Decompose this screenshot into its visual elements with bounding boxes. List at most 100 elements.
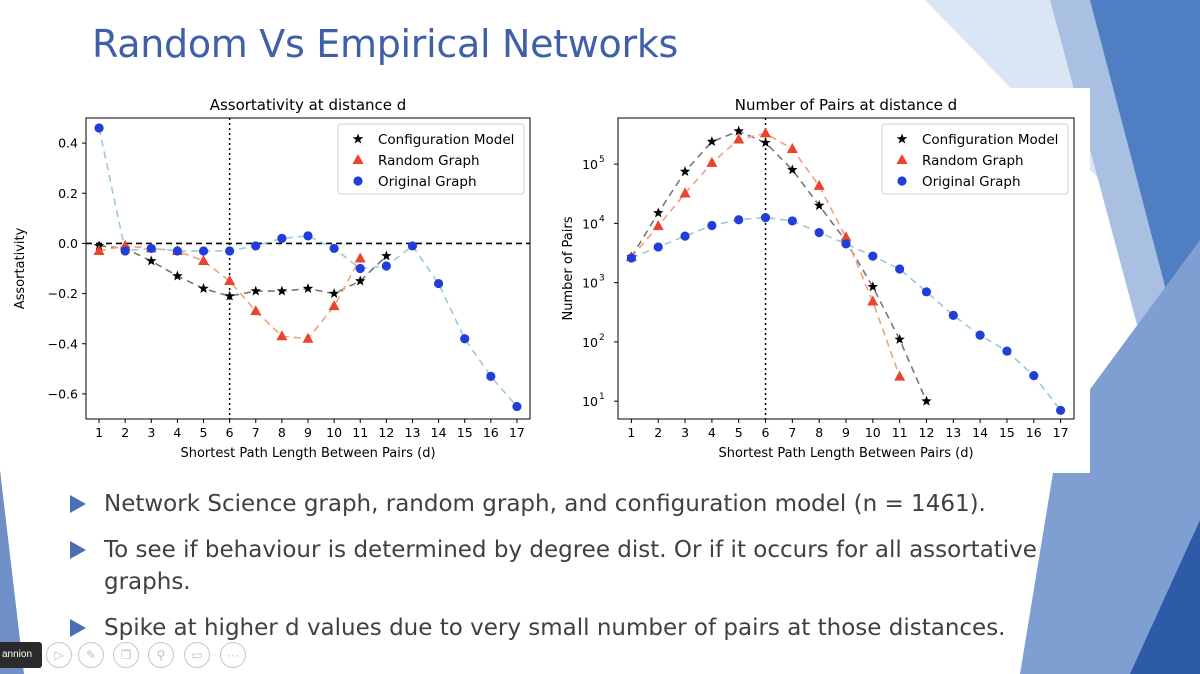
data-point-triangle — [224, 275, 236, 286]
data-point-circle — [381, 261, 391, 271]
y-tick-exponent: 5 — [599, 155, 605, 165]
legend-label: Original Graph — [378, 174, 477, 190]
legend-marker-triangle — [352, 154, 364, 164]
y-tick-label: 10 — [582, 157, 598, 172]
bullet-text: Spike at higher d values due to very sma… — [104, 615, 1006, 641]
data-point-star — [867, 281, 879, 292]
data-point-circle — [653, 242, 663, 252]
bullet-arrow-icon — [70, 541, 86, 559]
legend-marker-star — [352, 133, 364, 144]
y-axis-label: Assortativity — [13, 227, 28, 309]
legend-box — [881, 123, 1069, 195]
data-point-triangle — [786, 142, 798, 153]
data-point-star — [813, 200, 825, 210]
play-icon[interactable]: ▷ — [46, 642, 72, 668]
data-point-circle — [251, 241, 261, 251]
data-point-circle — [277, 233, 287, 243]
data-point-circle — [707, 220, 717, 231]
data-point-triangle — [840, 231, 852, 242]
x-tick-label: 10 — [326, 425, 342, 440]
data-point-star — [787, 164, 798, 175]
x-tick-label: 14 — [431, 425, 447, 440]
more-icon[interactable]: ··· — [220, 642, 246, 668]
legend-label: Random Graph — [378, 153, 480, 169]
x-tick-label: 3 — [681, 425, 689, 440]
data-point-star — [355, 275, 366, 286]
data-point-circle — [948, 310, 958, 320]
data-point-circle — [172, 246, 183, 256]
x-tick-label: 17 — [1053, 425, 1069, 440]
y-tick-exponent: 1 — [599, 392, 605, 402]
x-tick-label: 16 — [1026, 425, 1042, 440]
x-tick-label: 6 — [762, 425, 770, 440]
y-tick-label: −0.4 — [48, 336, 78, 351]
legend-label: Configuration Model — [378, 132, 514, 148]
pen-icon[interactable]: ✎ — [78, 642, 104, 668]
y-tick-base: 10 — [582, 276, 598, 291]
bullet-arrow-icon — [70, 495, 86, 513]
series-line-0 — [99, 245, 387, 297]
x-tick-label: 12 — [919, 425, 935, 440]
data-point-circle — [868, 251, 878, 261]
x-tick-label: 5 — [200, 425, 208, 440]
series-line-1 — [98, 245, 361, 340]
data-point-circle — [895, 264, 905, 274]
x-tick-label: 13 — [405, 425, 421, 440]
data-point-triangle — [250, 305, 262, 316]
data-point-star — [276, 285, 288, 296]
chart-title: Assortativity at distance d — [210, 96, 407, 114]
legend-label: Random Graph — [922, 153, 1024, 169]
data-point-star — [146, 255, 157, 266]
x-axis-label: Shortest Path Length Between Pairs (d) — [180, 446, 435, 461]
slide-title: Random Vs Empirical Networks — [92, 22, 679, 66]
data-point-circle — [1055, 405, 1066, 415]
data-point-star — [679, 166, 691, 176]
assortativity-chart: Assortativity at distance d 1 2 3 4 5 6 7 8 9 10 11… — [8, 88, 553, 473]
data-point-triangle — [93, 244, 105, 255]
data-point-star — [328, 288, 340, 299]
series-line-2 — [631, 216, 1062, 411]
data-point-circle — [841, 239, 851, 249]
data-point-triangle — [894, 370, 906, 381]
data-point-circle — [1029, 370, 1039, 381]
x-tick-label: 12 — [378, 425, 394, 440]
data-point-triangle — [198, 254, 210, 265]
x-tick-label: 4 — [708, 425, 716, 440]
data-point-star — [921, 395, 932, 406]
x-tick-label: 10 — [865, 425, 881, 440]
subtitle-icon[interactable]: ▭ — [184, 642, 210, 668]
x-tick-label: 9 — [842, 425, 850, 440]
y-tick-exponent: 3 — [599, 274, 605, 284]
zoom-icon[interactable]: ⚲ — [148, 642, 174, 668]
data-point-triangle — [276, 330, 288, 341]
series-line-0 — [630, 130, 928, 402]
presenter-name-tag: annion — [0, 642, 42, 668]
legend-marker-star — [896, 133, 908, 144]
data-point-star — [760, 137, 771, 148]
x-tick-label: 14 — [972, 425, 988, 440]
data-point-star — [198, 283, 209, 294]
bullet-arrow-icon — [70, 619, 86, 637]
data-point-star — [172, 270, 183, 281]
data-point-triangle — [679, 187, 691, 198]
x-tick-label: 11 — [892, 425, 908, 440]
y-axis-label: Number of Pairs — [561, 216, 576, 320]
y-tick-label: 10 — [582, 276, 598, 291]
data-point-star — [381, 250, 392, 261]
y-tick-label: 0.4 — [58, 136, 78, 151]
x-tick-label: 7 — [252, 425, 260, 440]
data-point-star — [706, 136, 718, 147]
x-tick-label: 7 — [788, 425, 796, 440]
y-tick-label: −0.6 — [48, 386, 78, 401]
data-point-triangle — [328, 300, 340, 311]
data-point-circle — [680, 231, 690, 241]
data-point-circle — [355, 263, 365, 274]
x-tick-label: 13 — [945, 425, 961, 440]
y-tick-base: 10 — [582, 335, 598, 350]
copy-icon[interactable]: ❐ — [113, 642, 139, 668]
decor-shape-corner — [1130, 520, 1200, 674]
data-point-circle — [146, 243, 156, 254]
data-point-star — [894, 333, 905, 344]
data-point-triangle — [760, 127, 772, 138]
data-point-circle — [198, 246, 209, 256]
